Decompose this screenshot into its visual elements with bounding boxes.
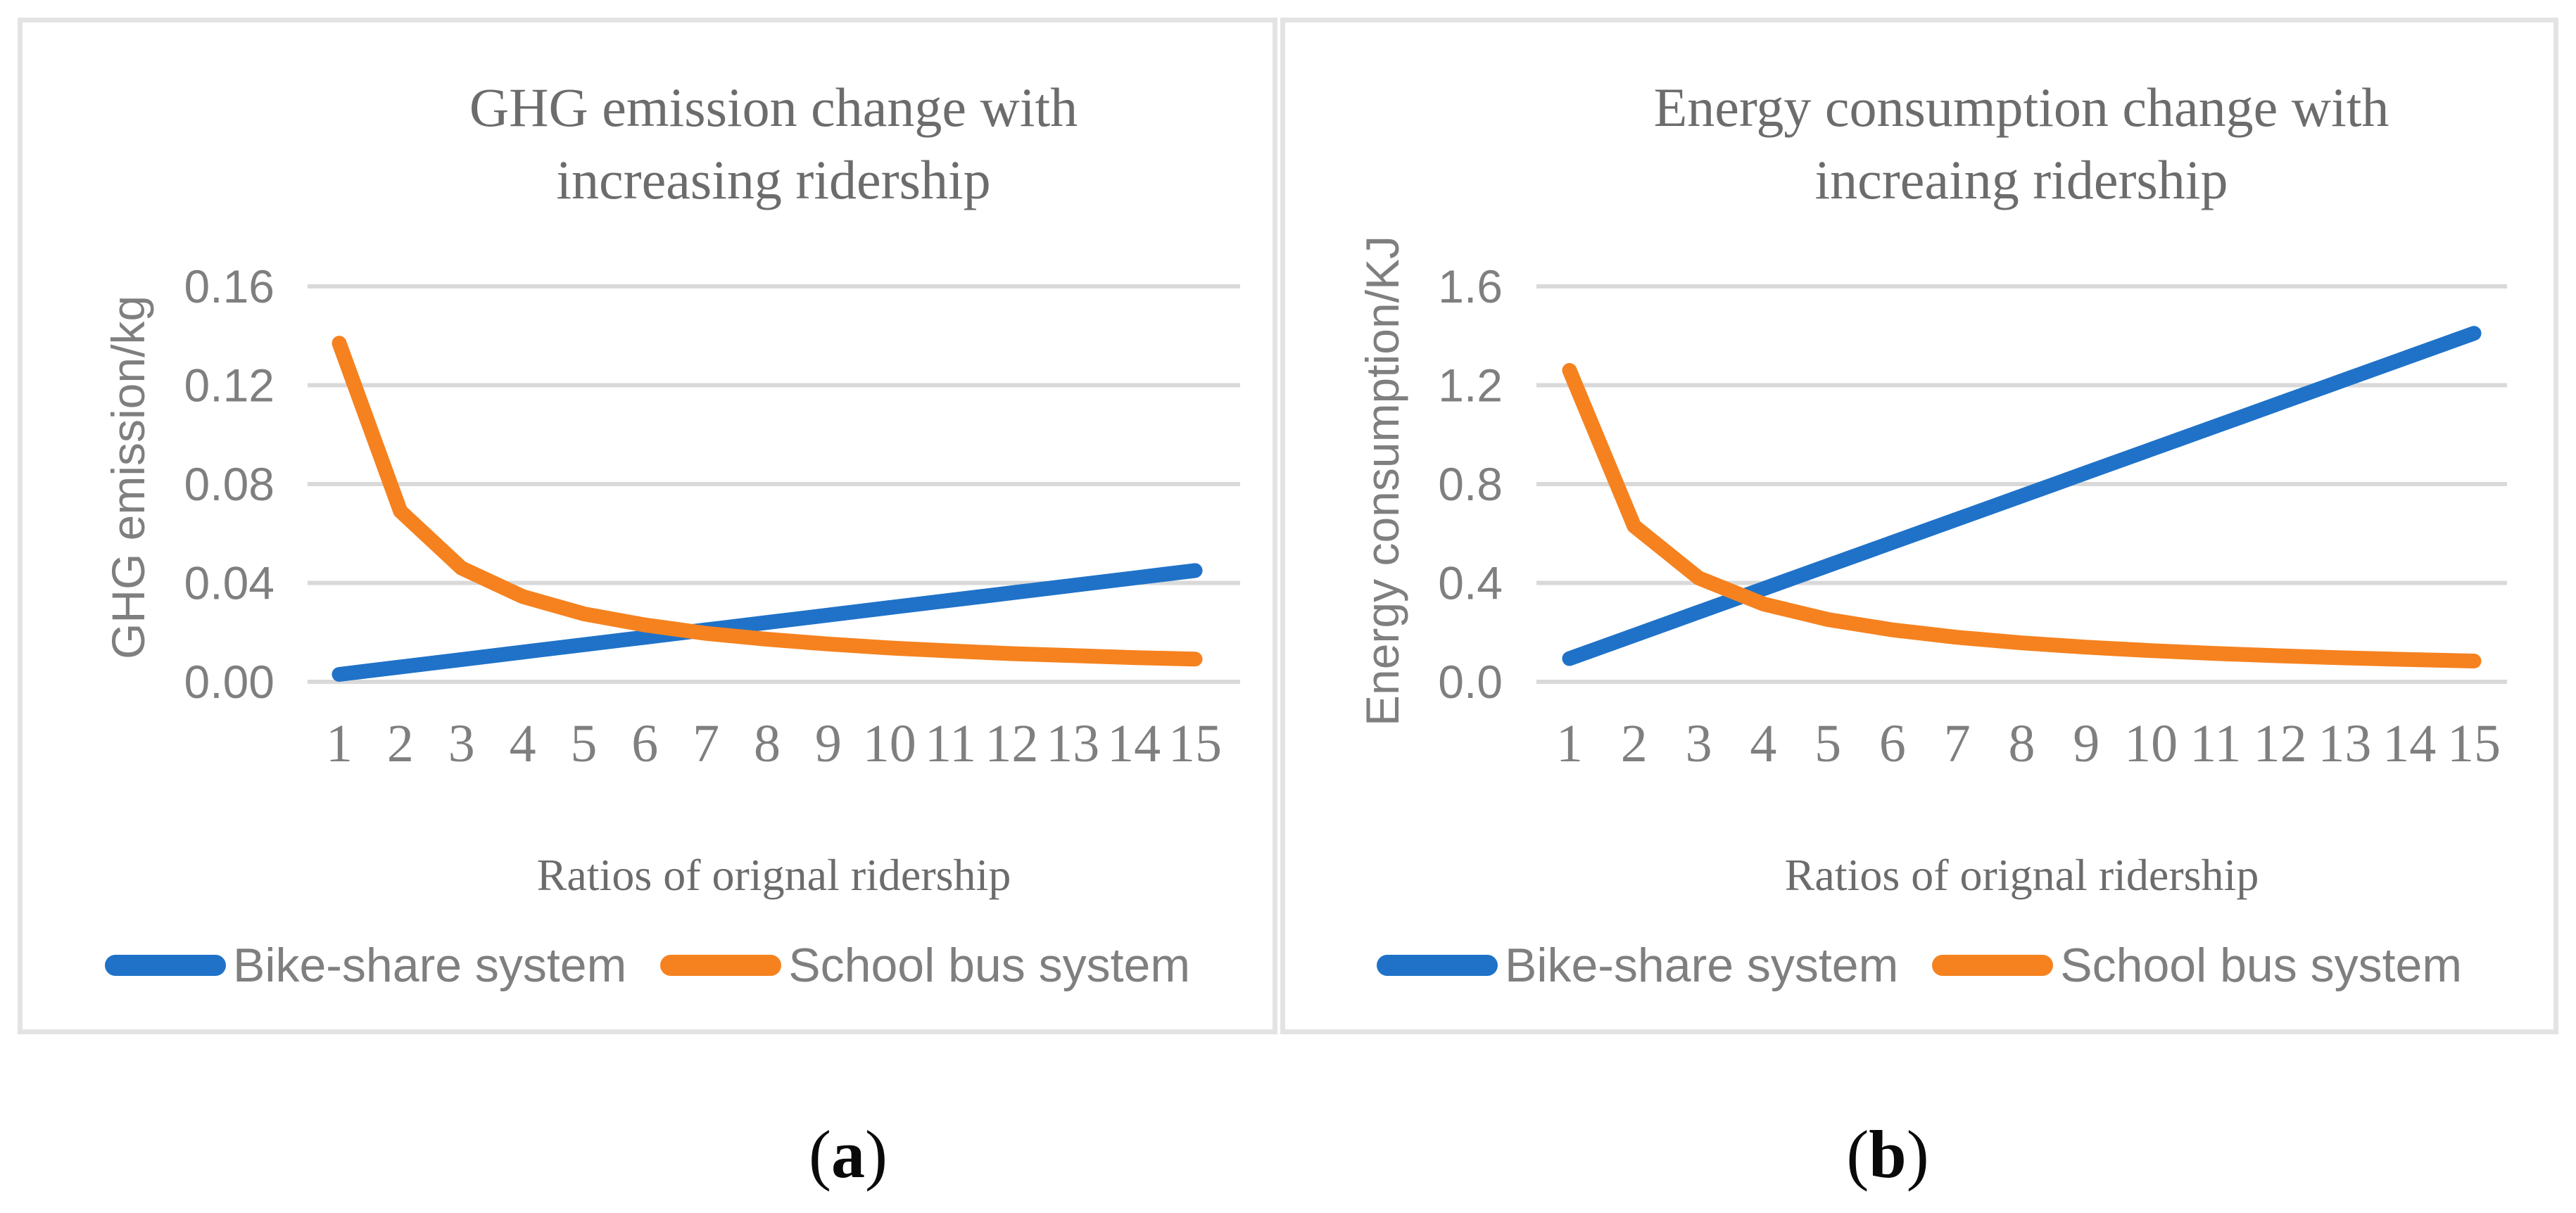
bike-share-system-line [1562,326,2482,666]
y-tick-label: 0.4 [1438,557,1503,609]
y-tick-label: 1.2 [1438,360,1503,412]
x-tick-label: 15 [2447,714,2501,773]
x-tick-label: 3 [448,714,475,773]
x-tick-label: 14 [1107,714,1161,773]
y-tick-label: 0.00 [184,656,274,708]
caption-letter: a [831,1117,865,1192]
chart-canvas-a: 0.000.040.080.120.161 2 3 4 5 6 7 8 9 10 11 12 13 14 1… [184,269,1240,773]
x-axis-title: Ratios of orignal ridership [1784,850,2259,900]
x-tick-label: 10 [863,714,916,773]
x-tick-label: 8 [2009,714,2035,773]
x-tick-label: 3 [1686,714,1712,773]
y-tick-label: 0.0 [1438,656,1503,708]
subfigure-caption-a: (a) [809,1115,888,1193]
bike-share-series-swatch [1377,955,1498,976]
x-tick-label: 7 [1944,714,1971,773]
x-tick-label: 13 [2318,714,2371,773]
chart-panel-a: GHG emission change with increasing ride… [18,18,1277,1034]
y-tick-label: 0.04 [184,557,274,609]
school-bus-series-swatch [660,955,782,976]
x-tick-label: 8 [754,714,781,773]
y-tick-label: 0.12 [184,360,274,412]
legend-label: Bike-share system [1505,939,1899,992]
x-axis-title: Ratios of orignal ridership [536,850,1011,900]
chart-title: Energy consumption change with increaing… [1653,77,2389,210]
legend-item-bike-share: Bike-share system [1377,938,1898,993]
x-tick-label: 9 [2073,714,2100,773]
school-bus-series-swatch [1932,955,2054,976]
legend-item-school-bus: School bus system [1932,938,2462,993]
x-tick-label: 11 [2190,714,2241,773]
caption-paren: ( [1846,1117,1869,1192]
x-tick-label: 1 [326,714,353,773]
chart-canvas-b: 0.00.40.81.21.61 2 3 4 5 6 7 8 9 10 11 12 13 14 15 [1438,269,2507,773]
x-tick-label: 6 [1879,714,1906,773]
x-tick-label: 5 [570,714,597,773]
legend-item-bike-share: Bike-share system [105,938,626,993]
x-tick-label: 6 [631,714,658,773]
x-tick-label: 4 [1750,714,1776,773]
caption-paren: ( [809,1117,831,1192]
x-tick-label: 13 [1046,714,1099,773]
x-tick-label: 1 [1556,714,1583,773]
bike-share-series-swatch [105,955,226,976]
legend: Bike-share system School bus system [1285,934,2553,997]
caption-paren: ) [1906,1117,1929,1192]
x-tick-label: 12 [2254,714,2307,773]
y-tick-label: 1.6 [1438,269,1503,312]
x-tick-label: 2 [387,714,414,773]
chart-title: GHG emission change with increasing ride… [469,77,1078,210]
legend: Bike-share system School bus system [23,934,1273,997]
legend-label: School bus system [2060,939,2462,992]
y-tick-label: 0.8 [1438,458,1503,510]
x-tick-label: 5 [1814,714,1841,773]
school-bus-system-line [1562,362,2482,668]
legend-item-school-bus: School bus system [660,938,1190,993]
subfigure-caption-b: (b) [1846,1115,1928,1193]
bike-share-system-line [332,563,1203,682]
x-tick-label: 4 [510,714,536,773]
chart-panel-b: Energy consumption change with increaing… [1280,18,2558,1034]
x-tick-label: 11 [925,714,976,773]
x-tick-label: 9 [815,714,842,773]
x-tick-label: 15 [1168,714,1222,773]
x-tick-label: 14 [2382,714,2436,773]
caption-letter: b [1869,1117,1907,1192]
x-tick-label: 10 [2124,714,2178,773]
y-tick-label: 0.16 [184,269,274,312]
caption-paren: ) [865,1117,888,1192]
legend-label: Bike-share system [233,939,627,992]
y-tick-label: 0.08 [184,458,274,510]
legend-label: School bus system [788,939,1190,992]
x-tick-label: 2 [1621,714,1648,773]
x-tick-label: 7 [693,714,719,773]
school-bus-system-line [332,336,1203,667]
x-tick-label: 12 [985,714,1038,773]
